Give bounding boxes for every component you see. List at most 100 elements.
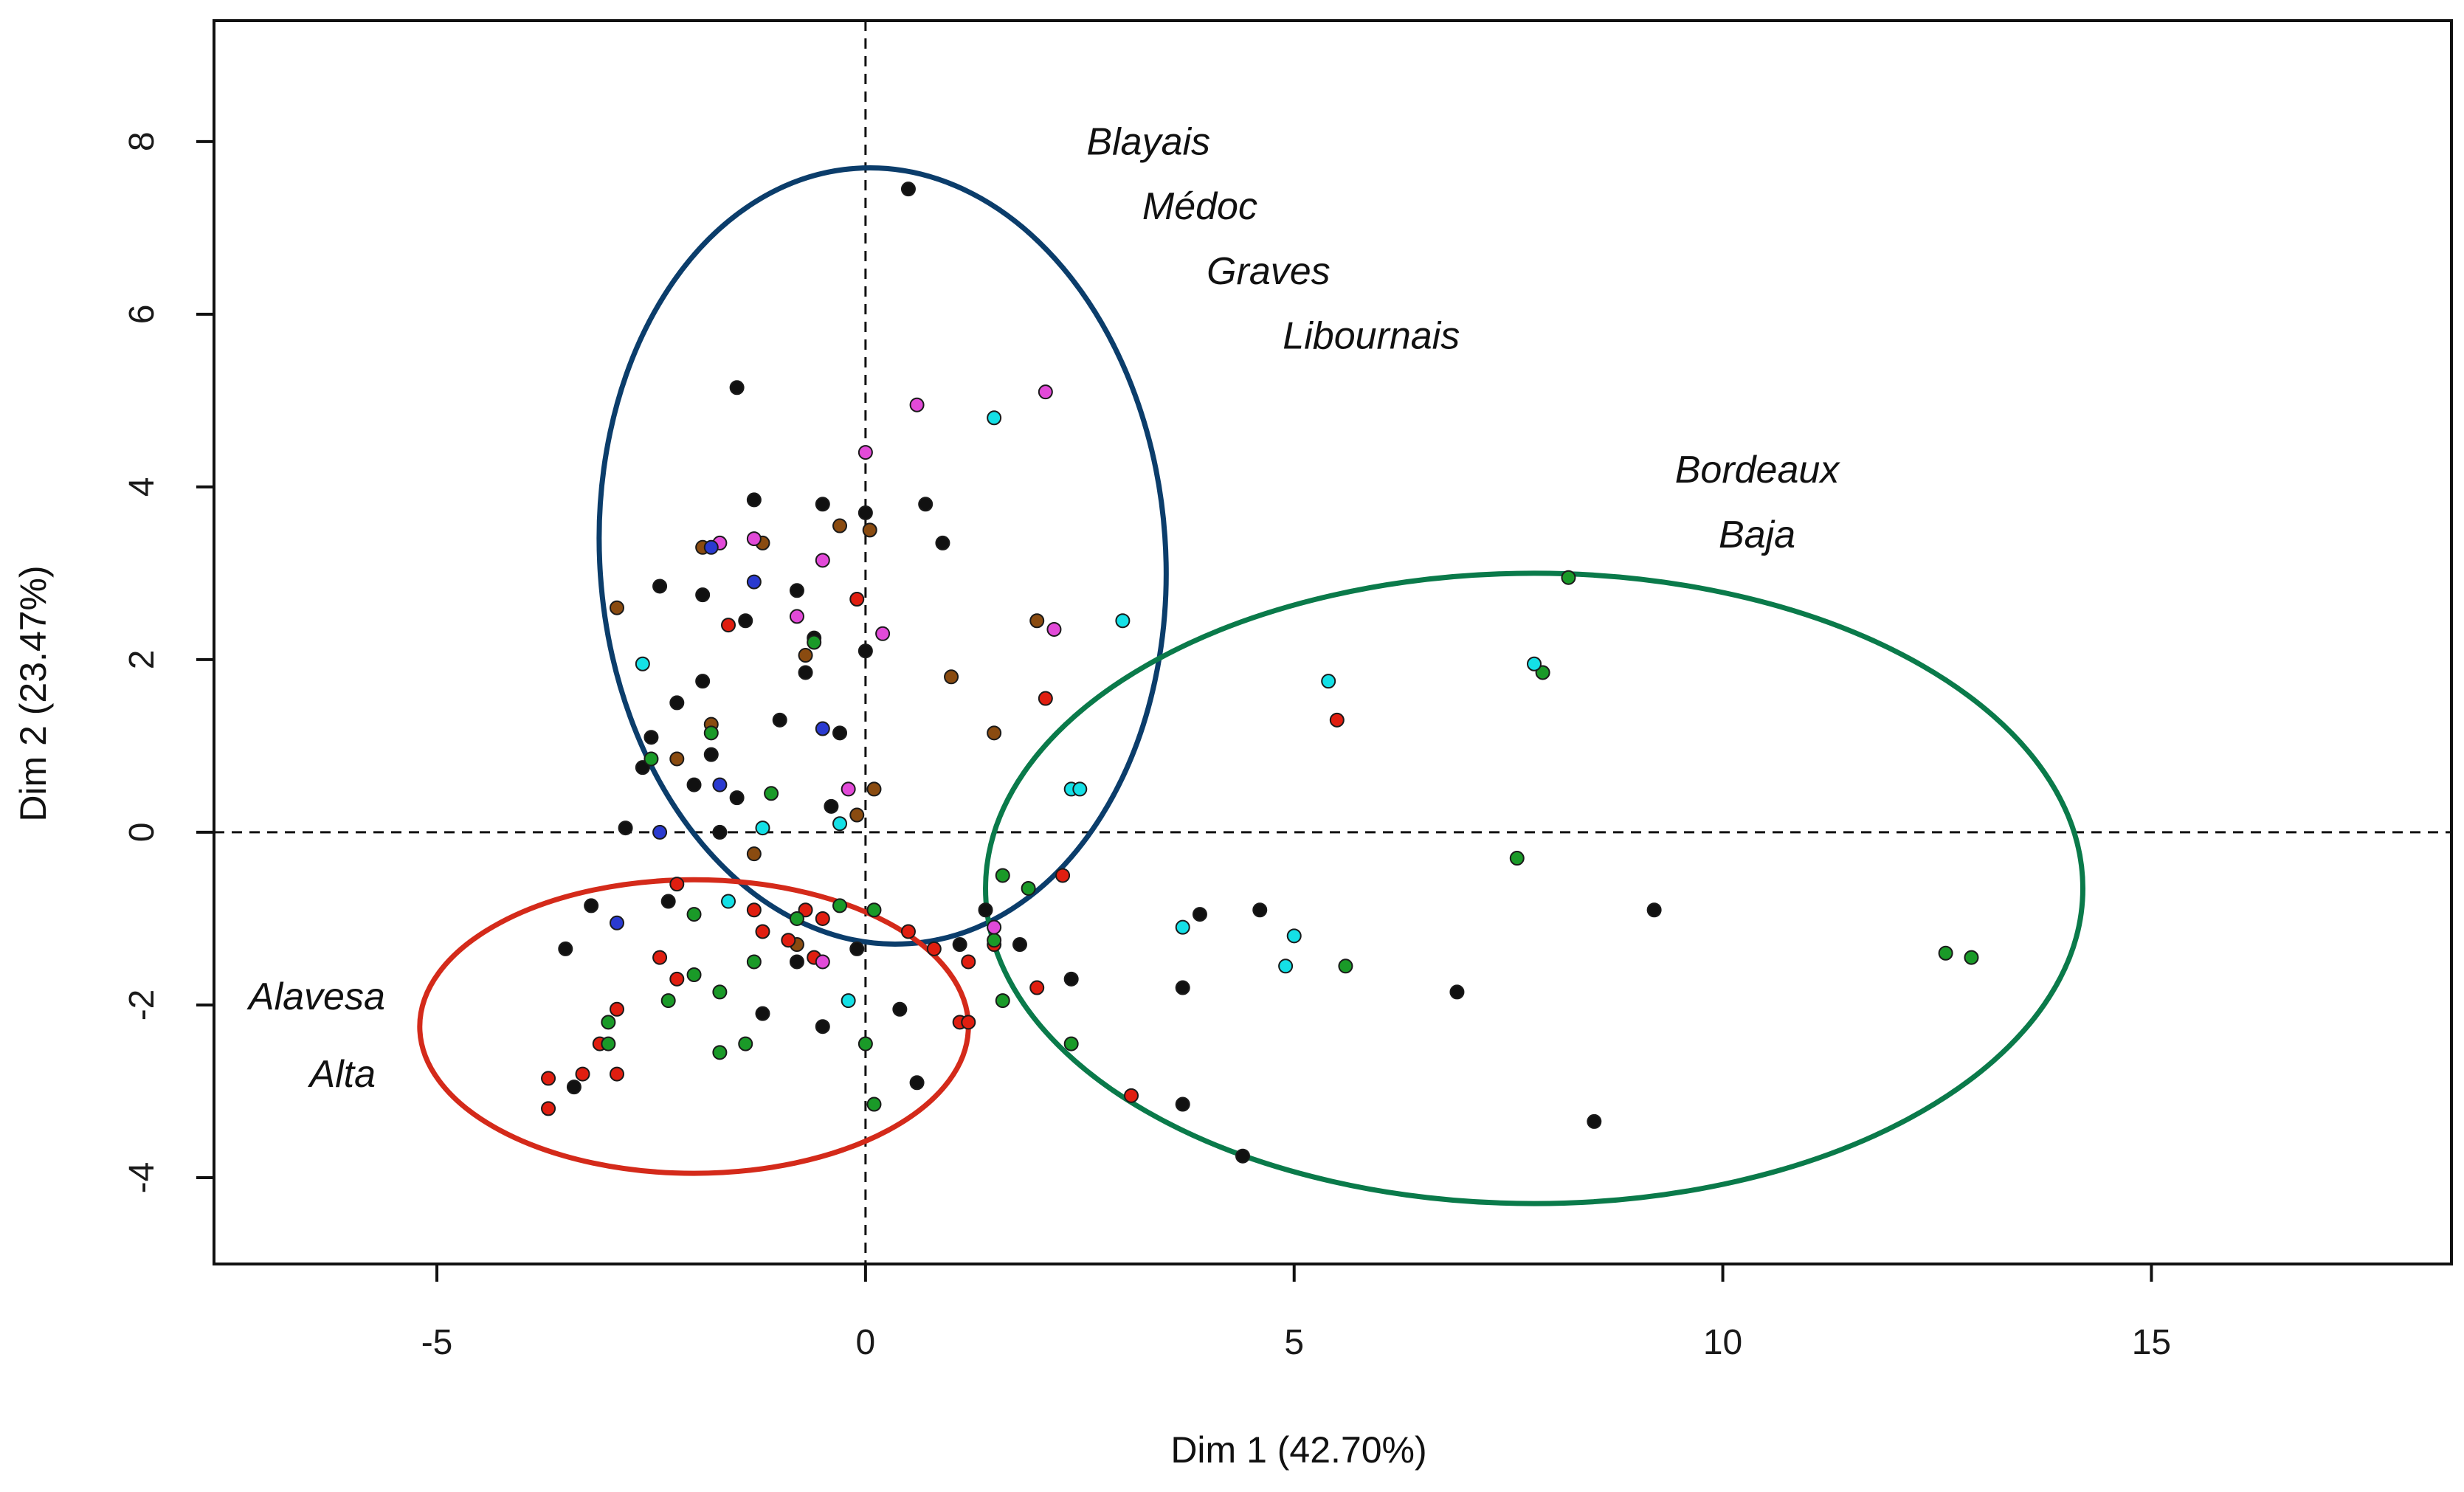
point-red (849, 591, 865, 607)
point-green (807, 635, 822, 650)
point-green (764, 786, 779, 801)
point-black (789, 583, 804, 598)
point-red (961, 1015, 976, 1030)
point-green (660, 993, 676, 1009)
point-black (1252, 902, 1268, 918)
point-red (1329, 712, 1345, 728)
region-label: Libournais (1283, 315, 1460, 358)
point-green (857, 1036, 873, 1051)
point-black (729, 380, 745, 396)
point-black (695, 587, 711, 603)
point-cyan (1286, 928, 1302, 944)
point-red (755, 924, 770, 939)
point-brown (862, 522, 877, 538)
y-tick-label: -4 (122, 1162, 162, 1194)
y-axis-title: Dim 2 (23.47%) (13, 565, 54, 821)
point-cyan (832, 816, 848, 832)
point-red (575, 1066, 590, 1082)
point-red (1124, 1088, 1139, 1103)
point-red (669, 971, 685, 987)
point-black (1192, 907, 1207, 922)
point-red (900, 924, 916, 939)
point-green (601, 1036, 616, 1051)
point-black (729, 790, 745, 806)
point-black (935, 535, 950, 550)
point-black (1449, 984, 1465, 1000)
point-green (1938, 945, 1953, 961)
point-black (712, 824, 728, 840)
point-black (643, 730, 659, 745)
x-tick-label: 15 (2132, 1323, 2171, 1362)
point-magenta (1046, 621, 1062, 637)
point-magenta (746, 531, 762, 547)
point-green (1964, 950, 1979, 965)
point-cyan (841, 993, 856, 1009)
point-green (686, 967, 702, 983)
point-black (635, 760, 650, 776)
x-tick-label: 5 (1284, 1323, 1304, 1362)
point-black (1175, 980, 1190, 995)
point-green (1509, 851, 1525, 866)
point-red (652, 950, 668, 965)
region-label: Graves (1207, 250, 1331, 293)
point-magenta (1038, 384, 1053, 400)
point-brown (832, 518, 848, 533)
point-black (857, 643, 873, 659)
point-cyan (1115, 613, 1131, 629)
point-cyan (1278, 959, 1294, 974)
point-magenta (815, 553, 830, 568)
point-magenta (857, 445, 873, 460)
point-green (1561, 570, 1576, 585)
point-red (541, 1071, 556, 1086)
point-black (746, 492, 762, 508)
point-cyan (1072, 781, 1088, 797)
point-brown (609, 600, 624, 615)
point-black (1063, 971, 1079, 987)
point-black (1235, 1148, 1251, 1164)
point-brown (798, 648, 813, 663)
point-green (832, 898, 848, 913)
point-black (849, 941, 865, 956)
point-blue (712, 777, 728, 792)
point-black (900, 182, 916, 197)
x-tick-label: 10 (1703, 1323, 1742, 1362)
point-red (1055, 868, 1071, 883)
point-black (686, 777, 702, 792)
point-black (566, 1080, 582, 1095)
point-black (695, 674, 711, 689)
y-tick-label: 0 (122, 823, 162, 843)
point-brown (944, 669, 959, 685)
point-blue (815, 721, 830, 736)
x-tick-label: 0 (856, 1323, 876, 1362)
point-green (1338, 959, 1353, 974)
point-red (609, 1001, 624, 1017)
point-black (978, 902, 993, 918)
point-black (1587, 1113, 1602, 1129)
point-brown (1029, 613, 1045, 629)
point-green (995, 993, 1010, 1009)
point-black (815, 497, 830, 512)
point-blue (746, 574, 762, 590)
point-red (798, 902, 813, 918)
point-green (1535, 665, 1550, 680)
point-black (652, 579, 668, 594)
point-brown (669, 751, 685, 767)
point-black (857, 505, 873, 520)
point-black (798, 665, 813, 680)
point-magenta (841, 781, 856, 797)
point-magenta (987, 919, 1002, 935)
point-black (952, 937, 967, 953)
x-tick-label: -5 (421, 1323, 453, 1362)
point-green (866, 1096, 882, 1112)
plot-frame (213, 19, 2453, 1265)
point-cyan (1321, 674, 1336, 689)
point-red (781, 933, 796, 948)
point-red (721, 618, 736, 633)
point-black (918, 497, 934, 512)
point-black (1175, 1096, 1190, 1112)
point-red (1029, 980, 1045, 995)
y-tick-label: 8 (122, 131, 162, 151)
point-black (584, 898, 599, 913)
point-black (772, 712, 787, 728)
